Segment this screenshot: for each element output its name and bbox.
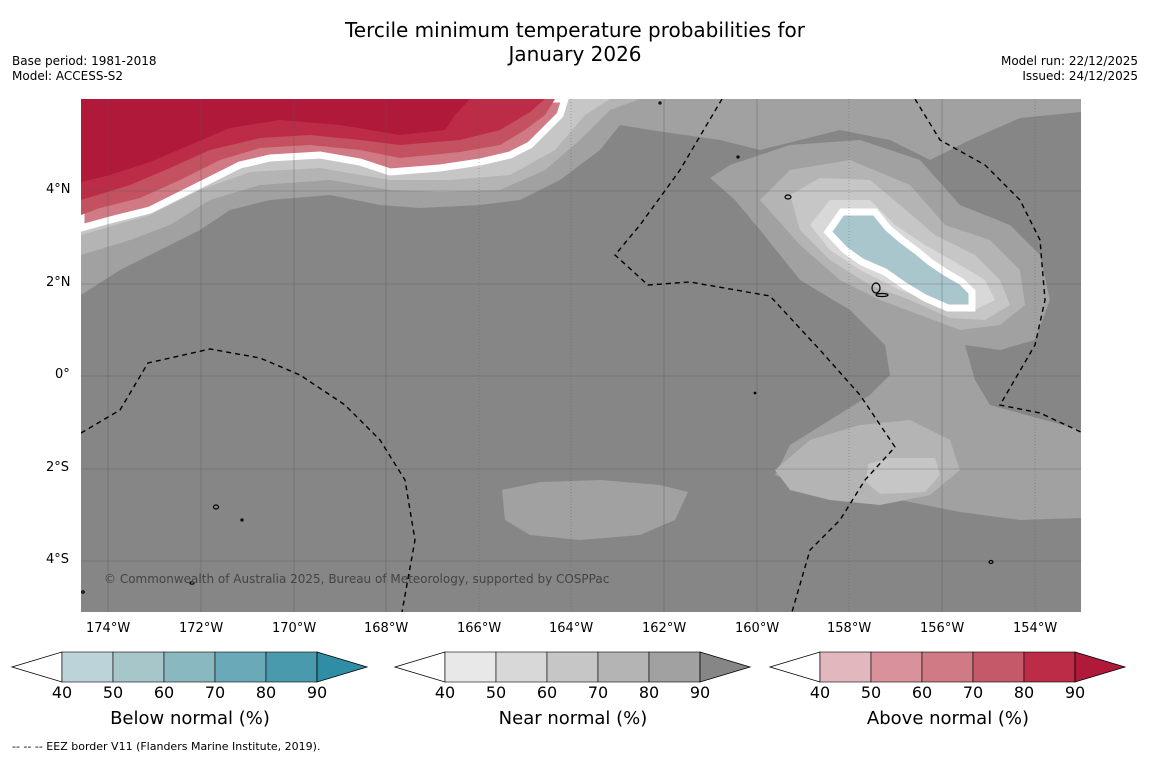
above-normal-colorbar: Above normal (%) 40 50 60 70 80 90 (768, 650, 1128, 740)
below-normal-colorbar-segment (112, 651, 165, 683)
lon-label-166w: 166°W (457, 621, 502, 636)
probability-map (81, 99, 1081, 612)
title-line-2: January 2026 (508, 42, 642, 66)
above-normal-colorbar-segment (972, 651, 1025, 683)
above-normal-colorbar-segment (1023, 651, 1076, 683)
above-normal-colorbar-segment (921, 651, 974, 683)
lon-label-154w: 154°W (1013, 621, 1058, 636)
below-normal-colorbar-graphic (10, 651, 369, 683)
meta-left: Base period: 1981-2018 Model: ACCESS-S2 (12, 54, 157, 84)
below-normal-colorbar-left-arrow (10, 651, 63, 683)
below-normal-colorbar-segment (214, 651, 267, 683)
near-normal-80-central-patch (502, 480, 688, 540)
near-normal-colorbar-segment (597, 651, 650, 683)
below-normal-colorbar-tick: 50 (102, 683, 124, 702)
eez-borders (81, 99, 1081, 612)
chart-title: Tercile minimum temperature probabilitie… (0, 18, 1150, 66)
below-normal-colorbar-segment (61, 651, 114, 683)
above-normal-colorbar-graphic (768, 651, 1127, 683)
below-normal-colorbar: Below normal (%) 40 50 60 70 80 90 (10, 650, 370, 740)
above-normal-colorbar-right-arrow (1074, 651, 1127, 683)
below-normal-label: Below normal (%) (110, 708, 270, 729)
lon-label-170w: 170°W (272, 621, 317, 636)
near-normal-colorbar: Near normal (%) 40 50 60 70 80 90 (393, 650, 753, 740)
above-normal-colorbar-tick: 90 (1064, 683, 1086, 702)
title-line-1: Tercile minimum temperature probabilitie… (344, 18, 806, 42)
above-normal-colorbar-tick: 80 (1013, 683, 1035, 702)
above-normal-colorbar-segment (819, 651, 872, 683)
lat-label-4n: 4°N (46, 182, 71, 197)
above-normal-colorbar-tick: 60 (911, 683, 933, 702)
lon-label-168w: 168°W (364, 621, 409, 636)
near-normal-colorbar-tick: 80 (638, 683, 660, 702)
near-normal-colorbar-tick: 90 (689, 683, 711, 702)
near-normal-colorbar-segment (495, 651, 548, 683)
near-normal-colorbar-tick: 60 (536, 683, 558, 702)
near-normal-colorbar-right-arrow (699, 651, 752, 683)
near-normal-label: Near normal (%) (498, 708, 648, 729)
eez-footnote: -- -- -- EEZ border V11 (Flanders Marine… (12, 740, 321, 753)
lat-label-2s: 2°S (46, 460, 70, 475)
lon-label-160w: 160°W (735, 621, 780, 636)
near-normal-colorbar-tick: 70 (587, 683, 609, 702)
near-normal-colorbar-tick: 50 (485, 683, 507, 702)
above-normal-colorbar-left-arrow (768, 651, 821, 683)
lon-label-162w: 162°W (642, 621, 687, 636)
below-normal-colorbar-right-arrow (316, 651, 369, 683)
below-normal-colorbar-tick: 90 (306, 683, 328, 702)
near-normal-colorbar-left-arrow (393, 651, 446, 683)
near-normal-60-south-patch (866, 458, 940, 494)
lat-label-2n: 2°N (46, 275, 71, 290)
lon-label-172w: 172°W (179, 621, 224, 636)
near-normal-colorbar-segment (546, 651, 599, 683)
near-normal-colorbar-segment (648, 651, 701, 683)
near-normal-colorbar-graphic (393, 651, 752, 683)
above-normal-colorbar-tick: 70 (962, 683, 984, 702)
lon-label-164w: 164°W (549, 621, 594, 636)
model-name: Model: ACCESS-S2 (12, 69, 124, 83)
below-normal-colorbar-segment (265, 651, 318, 683)
grid-lines (81, 99, 1081, 612)
below-normal-colorbar-tick: 60 (153, 683, 175, 702)
lon-label-156w: 156°W (920, 621, 965, 636)
above-normal-colorbar-tick: 40 (809, 683, 831, 702)
above-normal-colorbar-tick: 50 (860, 683, 882, 702)
above-normal-colorbar-segment (870, 651, 923, 683)
model-run: Model run: 22/12/2025 (1000, 54, 1138, 68)
lon-label-158w: 158°W (827, 621, 872, 636)
lat-label-4s: 4°S (46, 552, 70, 567)
near-normal-colorbar-tick: 40 (434, 683, 456, 702)
islands (81, 101, 994, 594)
meta-right: Model run: 22/12/2025 Issued: 24/12/2025 (1001, 54, 1138, 84)
below-normal-colorbar-segment (163, 651, 216, 683)
issued-date: Issued: 24/12/2025 (1022, 69, 1138, 83)
lon-label-174w: 174°W (86, 621, 131, 636)
base-period: Base period: 1981-2018 (12, 54, 157, 68)
near-normal-colorbar-segment (444, 651, 497, 683)
lat-label-0: 0° (55, 367, 70, 382)
above-normal-90-region (81, 99, 470, 182)
below-normal-colorbar-tick: 80 (255, 683, 277, 702)
below-normal-colorbar-tick: 70 (204, 683, 226, 702)
above-normal-label: Above normal (%) (866, 708, 1030, 729)
copyright-notice: © Commonwealth of Australia 2025, Bureau… (104, 572, 610, 586)
below-normal-colorbar-tick: 40 (51, 683, 73, 702)
